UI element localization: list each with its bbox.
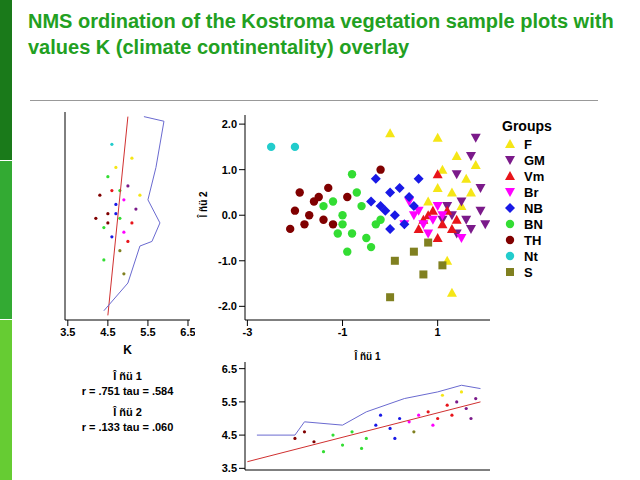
html-text:Vm: Vm [524, 168, 545, 184]
html-text:Nt: Nt [524, 248, 538, 264]
svg-text:-1: -1 [338, 326, 348, 338]
svg-text:-3: -3 [242, 326, 252, 338]
svg-text:4.5: 4.5 [100, 326, 115, 338]
html-text:TH: TH [524, 232, 542, 248]
svg-text:4.5: 4.5 [222, 429, 237, 441]
html-text:K: K [123, 343, 132, 357]
svg-text:-1.0: -1.0 [218, 255, 237, 267]
svg-text:5.5: 5.5 [222, 396, 237, 408]
svg-text:6.5: 6.5 [222, 363, 237, 375]
html-text:r = .133 tau = .060: r = .133 tau = .060 [81, 421, 174, 433]
html-text:Î ñü 1: Î ñü 1 [113, 370, 142, 382]
svg-text:Î ñü 2: Î ñü 2 [197, 191, 209, 219]
svg-text:0.0: 0.0 [222, 209, 237, 221]
svg-text:6.5: 6.5 [180, 326, 195, 338]
html-text:Groups: Groups [502, 118, 552, 134]
svg-text:3.5: 3.5 [60, 326, 75, 338]
html-text:GM: GM [524, 152, 545, 168]
svg-text:-2.0: -2.0 [218, 300, 237, 312]
html-text:Br: Br [524, 184, 539, 200]
html-text:Î ñü 2: Î ñü 2 [113, 406, 142, 418]
svg-text:1.0: 1.0 [222, 164, 237, 176]
html-text:BN: BN [524, 216, 543, 232]
svg-text:1: 1 [435, 326, 441, 338]
html-text:r = .751 tau = .584: r = .751 tau = .584 [81, 385, 174, 397]
html-text:NMS ordination of the Kostroma: NMS ordination of the Kostroma vegetatio… [28, 10, 614, 58]
svg-text:3.5: 3.5 [222, 462, 237, 474]
html-text:S: S [524, 264, 533, 280]
svg-text:Î ñü 1: Î ñü 1 [353, 350, 381, 362]
svg-text:2.0: 2.0 [222, 118, 237, 130]
html-text:NB: NB [524, 200, 543, 216]
html-text:F: F [524, 136, 532, 152]
svg-text:5.5: 5.5 [140, 326, 155, 338]
